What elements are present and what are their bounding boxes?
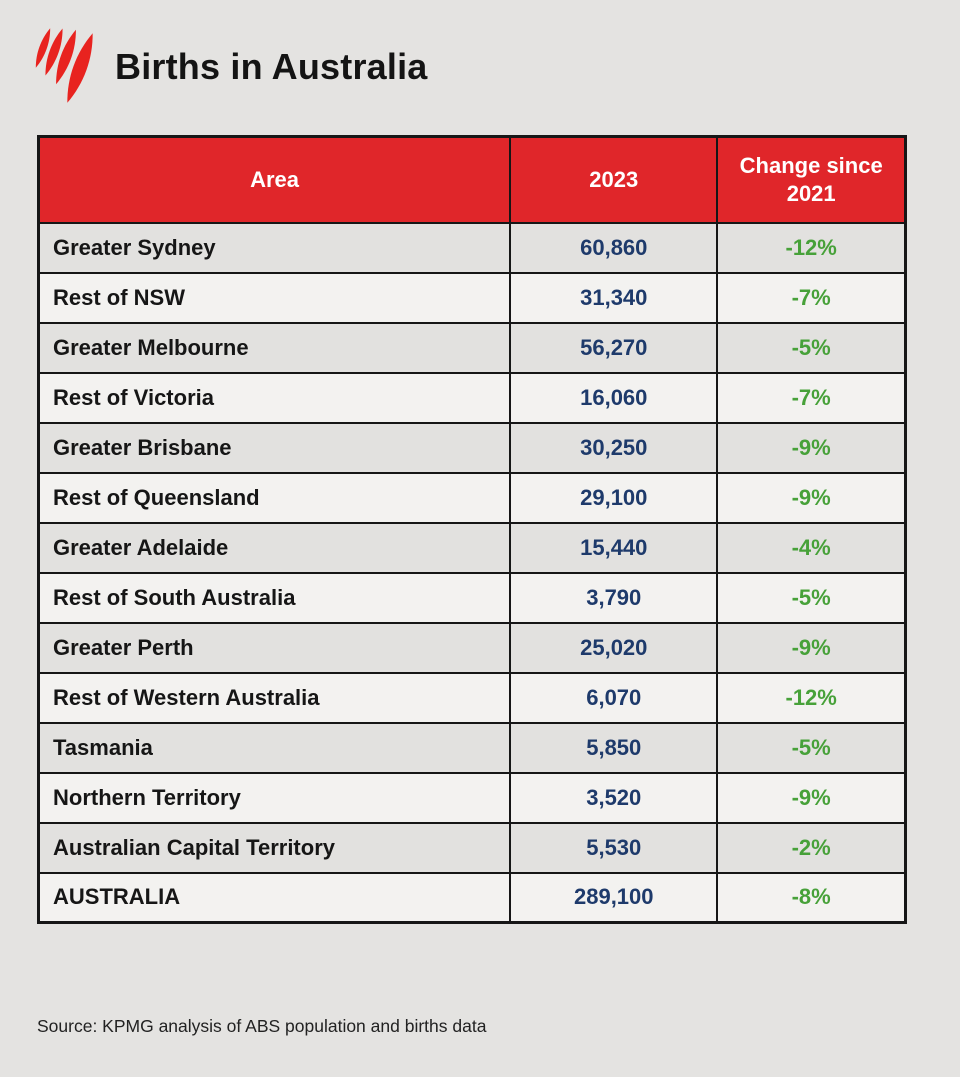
row-2023-cell: 5,530 bbox=[509, 821, 719, 874]
row-change-cell: -9% bbox=[716, 621, 907, 674]
row-area-cell: Rest of Queensland bbox=[37, 471, 512, 524]
table-row: Greater Melbourne 56,270 -5% bbox=[37, 321, 907, 374]
row-change-cell: -9% bbox=[716, 771, 907, 824]
table-row: Rest of Queensland 29,100 -9% bbox=[37, 471, 907, 524]
row-area-cell: Greater Brisbane bbox=[37, 421, 512, 474]
table-header-row: Area 2023 Change since 2021 bbox=[37, 135, 907, 224]
row-2023-cell: 25,020 bbox=[509, 621, 719, 674]
row-area-cell: Tasmania bbox=[37, 721, 512, 774]
row-change-cell: -7% bbox=[716, 371, 907, 424]
row-2023-cell: 3,790 bbox=[509, 571, 719, 624]
row-area-cell: Greater Sydney bbox=[37, 221, 512, 274]
row-2023-cell: 289,100 bbox=[509, 871, 719, 924]
row-change-cell: -9% bbox=[716, 471, 907, 524]
table-row: Greater Perth 25,020 -9% bbox=[37, 621, 907, 674]
row-change-cell: -2% bbox=[716, 821, 907, 874]
column-header-area: Area bbox=[37, 135, 512, 224]
table-row: Greater Sydney 60,860 -12% bbox=[37, 221, 907, 274]
table-row: Northern Territory 3,520 -9% bbox=[37, 771, 907, 824]
row-area-cell: AUSTRALIA bbox=[37, 871, 512, 924]
row-change-cell: -12% bbox=[716, 671, 907, 724]
row-change-cell: -9% bbox=[716, 421, 907, 474]
row-2023-cell: 6,070 bbox=[509, 671, 719, 724]
table-row: Australian Capital Territory 5,530 -2% bbox=[37, 821, 907, 874]
row-2023-cell: 3,520 bbox=[509, 771, 719, 824]
row-2023-cell: 15,440 bbox=[509, 521, 719, 574]
row-area-cell: Rest of Victoria bbox=[37, 371, 512, 424]
row-2023-cell: 16,060 bbox=[509, 371, 719, 424]
column-header-change: Change since 2021 bbox=[716, 135, 907, 224]
row-change-cell: -5% bbox=[716, 321, 907, 374]
row-area-cell: Greater Adelaide bbox=[37, 521, 512, 574]
row-area-cell: Rest of South Australia bbox=[37, 571, 512, 624]
row-area-cell: Australian Capital Territory bbox=[37, 821, 512, 874]
table-body: Greater Sydney 60,860 -12% Rest of NSW 31,34… bbox=[37, 221, 907, 924]
page-title: Births in Australia bbox=[115, 46, 428, 87]
table-row: Greater Adelaide 15,440 -4% bbox=[37, 521, 907, 574]
row-area-cell: Greater Perth bbox=[37, 621, 512, 674]
sbs-logo-icon bbox=[35, 28, 93, 103]
column-header-2023: 2023 bbox=[509, 135, 719, 224]
row-2023-cell: 5,850 bbox=[509, 721, 719, 774]
row-change-cell: -4% bbox=[716, 521, 907, 574]
row-change-cell: -7% bbox=[716, 271, 907, 324]
row-area-cell: Rest of Western Australia bbox=[37, 671, 512, 724]
table-row: Rest of Victoria 16,060 -7% bbox=[37, 371, 907, 424]
table-row: Rest of NSW 31,340 -7% bbox=[37, 271, 907, 324]
row-change-cell: -8% bbox=[716, 871, 907, 924]
row-2023-cell: 60,860 bbox=[509, 221, 719, 274]
row-area-cell: Northern Territory bbox=[37, 771, 512, 824]
row-area-cell: Rest of NSW bbox=[37, 271, 512, 324]
table-row: AUSTRALIA 289,100 -8% bbox=[37, 871, 907, 924]
source-note: Source: KPMG analysis of ABS population … bbox=[37, 1016, 487, 1036]
row-2023-cell: 56,270 bbox=[509, 321, 719, 374]
row-change-cell: -5% bbox=[716, 571, 907, 624]
table-row: Rest of Western Australia 6,070 -12% bbox=[37, 671, 907, 724]
table-row: Greater Brisbane 30,250 -9% bbox=[37, 421, 907, 474]
row-change-cell: -5% bbox=[716, 721, 907, 774]
row-area-cell: Greater Melbourne bbox=[37, 321, 512, 374]
row-2023-cell: 29,100 bbox=[509, 471, 719, 524]
births-table: Area 2023 Change since 2021 Greater Sydn… bbox=[37, 135, 907, 924]
table-row: Tasmania 5,850 -5% bbox=[37, 721, 907, 774]
row-2023-cell: 30,250 bbox=[509, 421, 719, 474]
row-change-cell: -12% bbox=[716, 221, 907, 274]
table-row: Rest of South Australia 3,790 -5% bbox=[37, 571, 907, 624]
row-2023-cell: 31,340 bbox=[509, 271, 719, 324]
